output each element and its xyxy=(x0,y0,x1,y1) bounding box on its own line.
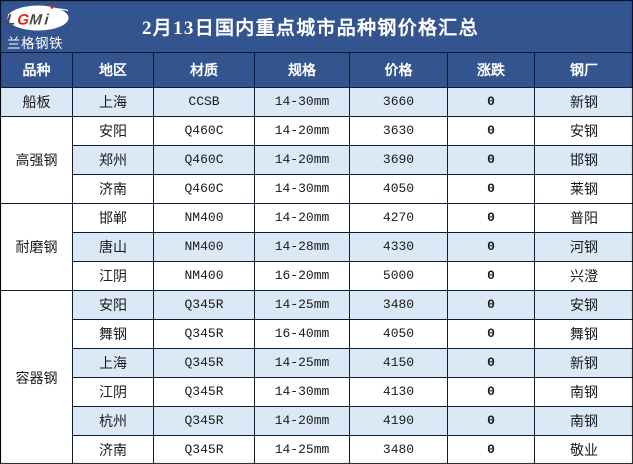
svg-text:M: M xyxy=(29,12,43,29)
svg-text:L: L xyxy=(6,12,17,29)
